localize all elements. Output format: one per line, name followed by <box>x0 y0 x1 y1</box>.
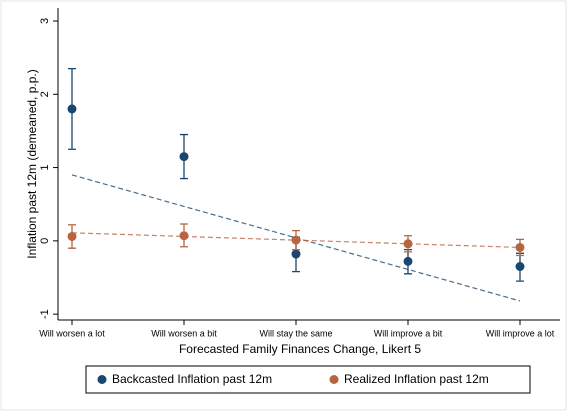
legend <box>85 365 531 394</box>
x-tick-label: Will worsen a bit <box>151 328 217 338</box>
y-tick-label: 3 <box>39 18 51 24</box>
point <box>403 256 413 266</box>
y-axis-title: Inflation past 12m (demeaned, p.p.) <box>25 69 39 258</box>
y-tick-label: 2 <box>39 91 51 97</box>
point <box>179 152 189 162</box>
legend-label: Backcasted Inflation past 12m <box>112 372 272 386</box>
y-tick-label: 0 <box>39 238 51 244</box>
legend-label: Realized Inflation past 12m <box>344 372 489 386</box>
point <box>67 104 77 114</box>
x-tick-label: Will improve a lot <box>486 328 555 338</box>
legend-marker <box>97 375 107 384</box>
point <box>291 235 301 245</box>
x-tick-label: Will stay the same <box>259 328 332 338</box>
point <box>515 242 525 252</box>
point <box>67 231 77 241</box>
x-tick-label: Will improve a bit <box>374 328 443 338</box>
y-tick-label: 1 <box>39 165 51 171</box>
x-tick-label: Will worsen a lot <box>39 328 105 338</box>
point <box>515 262 525 272</box>
point <box>179 231 189 241</box>
y-tick-label: -1 <box>39 309 51 319</box>
point <box>403 239 413 249</box>
point <box>291 249 301 259</box>
legend-marker <box>329 375 339 384</box>
x-axis-title: Forecasted Family Finances Change, Liker… <box>179 342 421 356</box>
